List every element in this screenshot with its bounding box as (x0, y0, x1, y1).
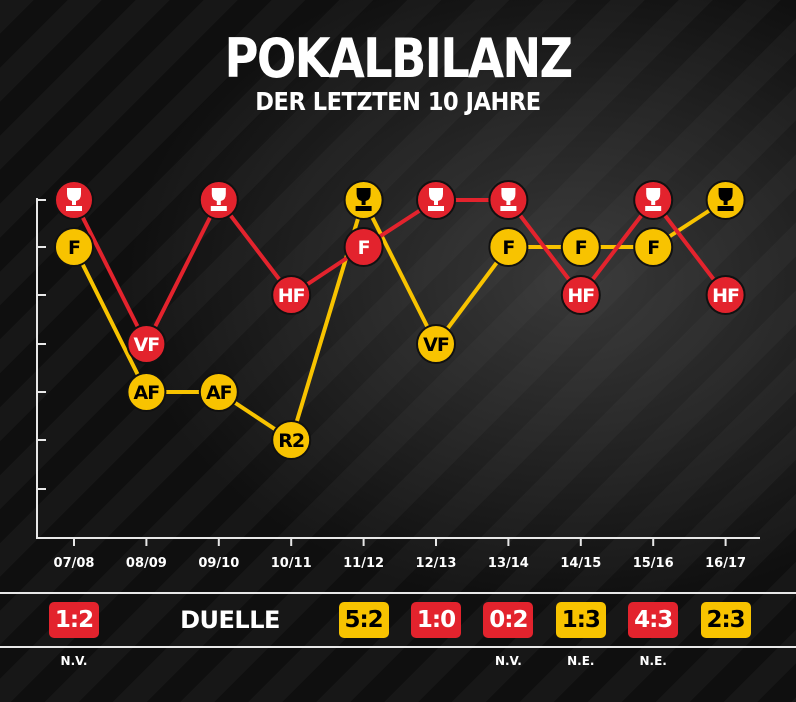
trophy-icon (718, 188, 733, 205)
duel-score: 1:3 (555, 602, 606, 638)
data-point (198, 180, 239, 220)
point-marker (271, 275, 312, 315)
point-marker (560, 227, 601, 267)
x-tick-label: 15/16 (633, 556, 674, 571)
data-point: VF (126, 324, 167, 364)
point-marker (416, 324, 456, 364)
data-point: F (560, 227, 601, 267)
data-point (416, 180, 456, 220)
data-point (705, 180, 746, 220)
duel-score: 1:0 (411, 602, 461, 638)
point-marker (198, 372, 239, 412)
trophy-icon (67, 188, 81, 205)
data-point: HF (705, 275, 746, 315)
point-label: F (575, 237, 587, 259)
duel-score: 4:3 (628, 602, 679, 638)
point-label: F (358, 237, 370, 259)
data-point: F (633, 227, 674, 267)
data-point: VF (416, 324, 456, 364)
trophy-icon (211, 188, 226, 205)
data-point (633, 180, 674, 220)
x-tick-label: 13/14 (488, 556, 529, 571)
point-marker (54, 227, 94, 267)
x-tick-label: 09/10 (198, 556, 239, 571)
point-label: F (502, 237, 514, 259)
x-tick-label: 14/15 (560, 556, 601, 571)
x-tick-label: 12/13 (416, 556, 457, 571)
point-marker (488, 227, 529, 267)
x-tick-label: 11/12 (343, 556, 384, 571)
point-label: VF (134, 334, 160, 356)
point-marker (705, 275, 746, 315)
data-point: F (54, 227, 94, 267)
trophy-base (645, 206, 662, 211)
trophy-icon (429, 188, 443, 205)
point-label: HF (278, 285, 305, 307)
data-point: AF (198, 372, 239, 412)
trophy-base (500, 206, 517, 211)
duel-score: 2:3 (700, 602, 751, 638)
data-point (54, 180, 94, 220)
series-line-red (72, 198, 728, 346)
duel-score: 5:2 (338, 602, 389, 638)
point-label: HF (712, 285, 739, 307)
data-point: AF (126, 372, 167, 412)
point-marker (560, 275, 601, 315)
x-tick-label: 10/11 (271, 556, 312, 571)
trophy-base (428, 206, 444, 211)
x-tick-label: 07/08 (54, 556, 95, 571)
point-marker (633, 227, 674, 267)
point-label: F (647, 237, 659, 259)
data-point (343, 180, 384, 220)
point-label: R2 (278, 430, 304, 452)
page-title: POKALBILANZ (224, 27, 574, 90)
trophy-base (210, 206, 227, 211)
trophy-icon (501, 188, 516, 205)
divider-bottom (0, 646, 796, 648)
point-marker (271, 420, 312, 460)
trophy-base (355, 206, 372, 211)
data-point: HF (560, 275, 601, 315)
divider-top (0, 592, 796, 594)
point-marker (126, 372, 167, 412)
duel-note: N.E. (639, 654, 667, 668)
x-tick-label: 16/17 (705, 556, 746, 571)
trophy-base (717, 206, 734, 211)
data-point: F (343, 227, 384, 267)
duel-note: N.V. (60, 654, 88, 668)
point-label: VF (423, 334, 449, 356)
point-marker (126, 324, 167, 364)
point-label: AF (206, 382, 232, 404)
duel-score: 0:2 (483, 602, 534, 638)
duel-note: N.V. (494, 654, 522, 668)
duel-note: N.E. (567, 654, 595, 668)
duel-score: 1:2 (49, 602, 99, 638)
data-point (488, 180, 529, 220)
trophy-base (66, 206, 82, 211)
data-point: HF (271, 275, 312, 315)
trophy-icon (356, 188, 371, 205)
data-point: R2 (271, 420, 312, 460)
trophy-icon (646, 188, 661, 205)
point-label: AF (134, 382, 160, 404)
point-label: F (68, 237, 80, 259)
page-subtitle: DER LETZTEN 10 JAHRE (255, 87, 541, 116)
data-point: F (488, 227, 529, 267)
x-tick-label: 08/09 (126, 556, 167, 571)
point-label: HF (567, 285, 594, 307)
duels-label: DUELLE (180, 606, 280, 634)
point-marker (343, 227, 384, 267)
